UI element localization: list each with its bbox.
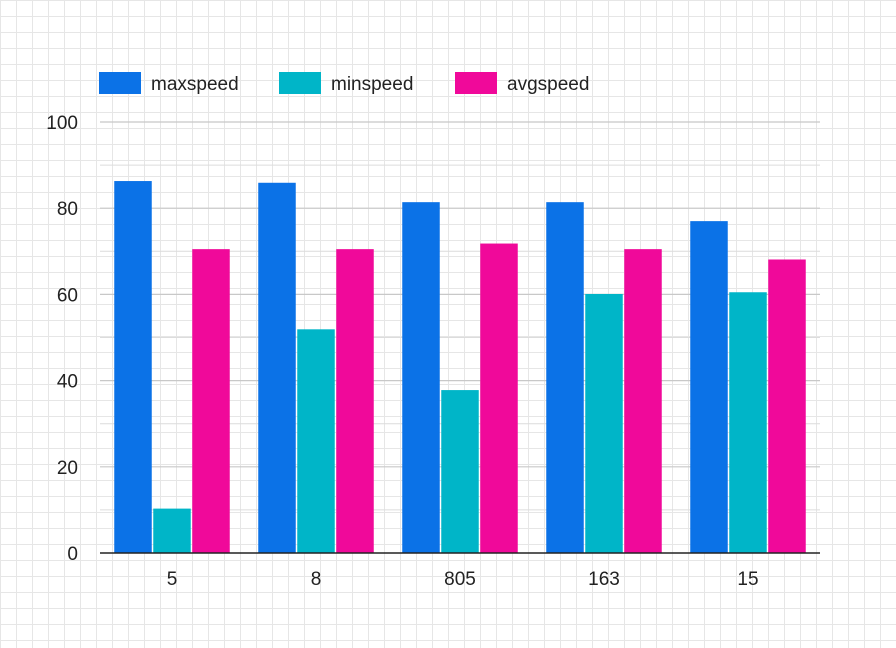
x-tick-label: 5 — [167, 569, 178, 590]
bar-maxspeed-5 — [114, 181, 152, 553]
legend-item-avgspeed: avgspeed — [455, 72, 589, 95]
bar-group-163 — [546, 202, 662, 553]
y-tick-label: 20 — [57, 458, 78, 479]
bar-maxspeed-163 — [546, 202, 584, 553]
x-tick-label: 805 — [444, 569, 476, 590]
bar-avgspeed-5 — [192, 249, 230, 553]
bar-maxspeed-8 — [258, 182, 296, 553]
x-tick-label: 163 — [588, 569, 620, 590]
bar-maxspeed-15 — [690, 221, 728, 553]
bar-minspeed-15 — [729, 292, 767, 553]
bar-minspeed-5 — [153, 508, 191, 553]
legend-swatch — [99, 72, 141, 94]
bar-group-5 — [114, 181, 230, 553]
x-axis-tick-labels: 5 8 805 163 15 — [167, 569, 759, 590]
bar-avgspeed-15 — [768, 259, 806, 553]
bar-avgspeed-163 — [624, 249, 662, 553]
legend-label: avgspeed — [507, 74, 589, 95]
y-tick-label: 60 — [57, 285, 78, 306]
bar-groups — [114, 181, 806, 554]
bar-maxspeed-805 — [402, 202, 440, 553]
bar-group-15 — [690, 221, 806, 553]
y-tick-label: 40 — [57, 372, 78, 393]
bar-minspeed-8 — [297, 329, 335, 553]
bar-minspeed-805 — [441, 390, 479, 553]
bar-group-805 — [402, 202, 518, 554]
legend-label: maxspeed — [151, 74, 239, 95]
bar-avgspeed-8 — [336, 249, 374, 553]
bar-avgspeed-805 — [480, 243, 518, 554]
y-tick-label: 0 — [67, 544, 78, 565]
y-tick-label: 100 — [46, 113, 78, 134]
legend: maxspeed minspeed avgspeed — [99, 72, 589, 95]
legend-swatch — [279, 72, 321, 94]
legend-item-maxspeed: maxspeed — [99, 72, 239, 95]
x-tick-label: 15 — [737, 569, 758, 590]
bar-minspeed-163 — [585, 293, 623, 553]
legend-swatch — [455, 72, 497, 94]
legend-label: minspeed — [331, 74, 413, 95]
y-axis-tick-labels: 0 20 40 60 80 100 — [46, 113, 78, 565]
bar-group-8 — [258, 182, 374, 553]
x-tick-label: 8 — [311, 569, 322, 590]
legend-item-minspeed: minspeed — [279, 72, 413, 95]
y-tick-label: 80 — [57, 199, 78, 220]
